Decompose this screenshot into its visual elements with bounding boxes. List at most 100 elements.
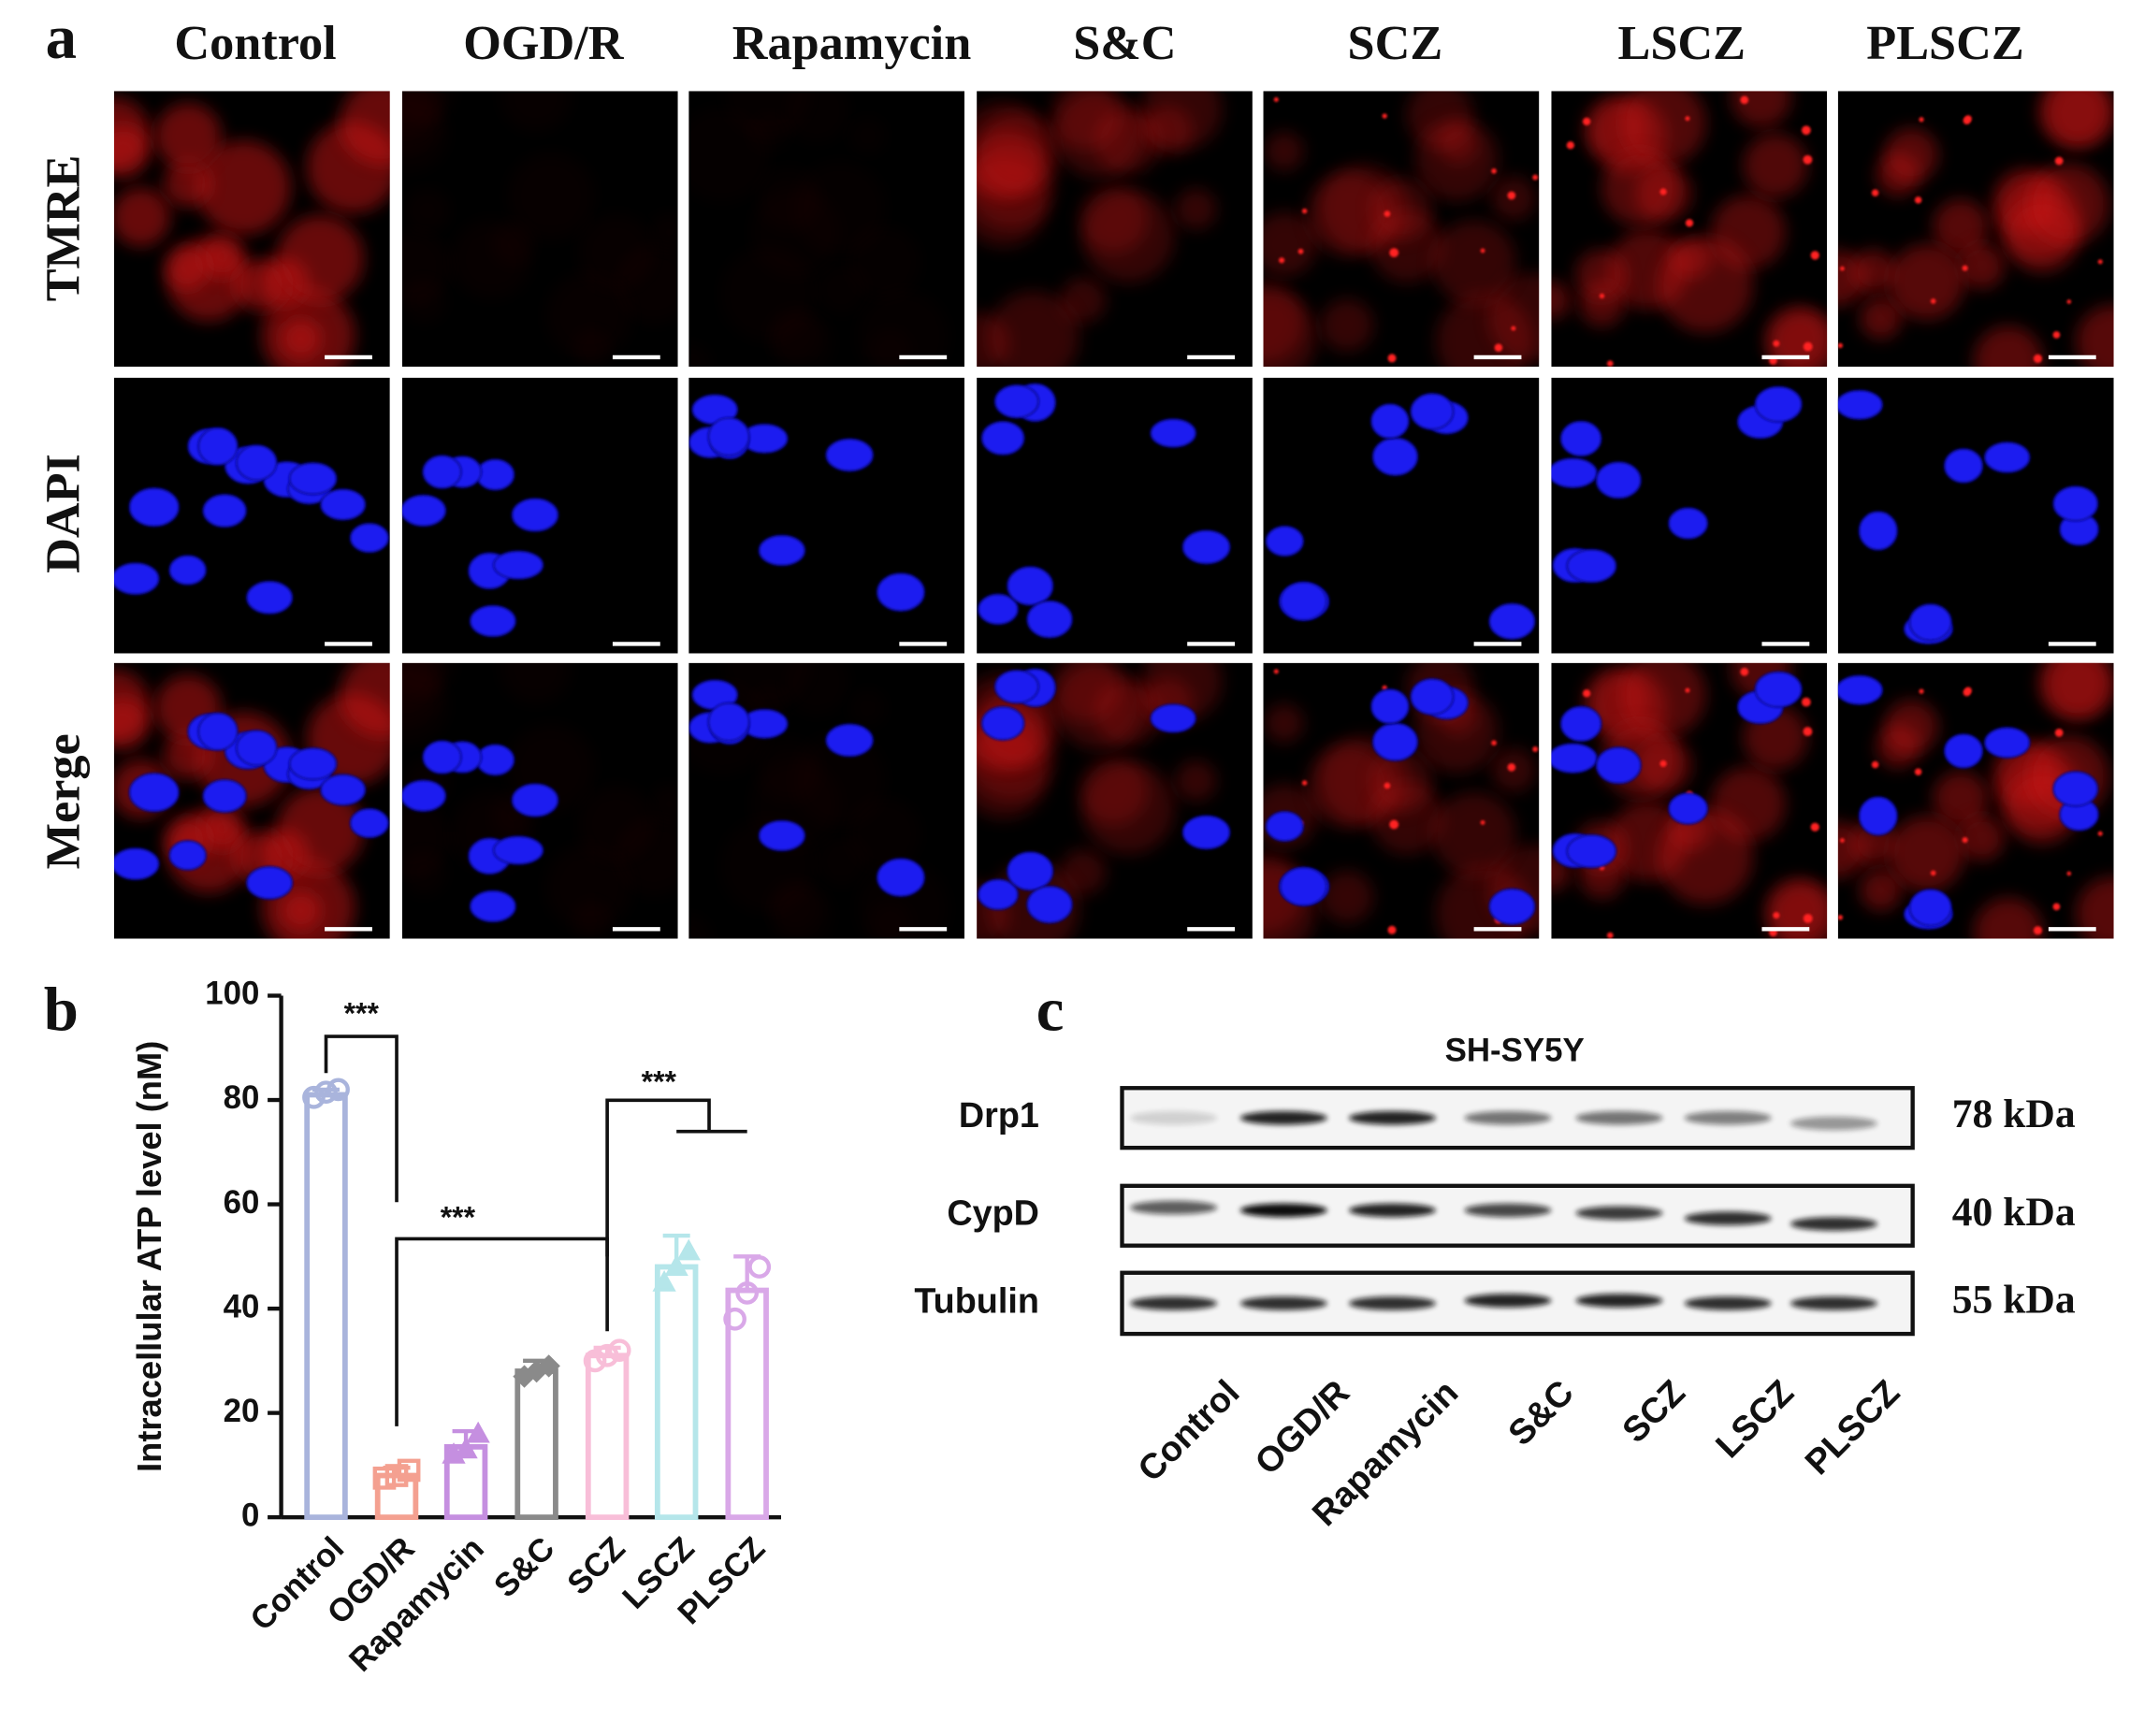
data-point [302, 1085, 326, 1109]
red-signal [1658, 237, 1754, 333]
nucleus [320, 488, 367, 521]
red-signal [1264, 131, 1304, 171]
red-dot [1480, 819, 1485, 825]
red-signal [451, 219, 531, 299]
micrograph [1263, 91, 1540, 368]
micrograph [1263, 377, 1540, 654]
red-signal [1743, 133, 1808, 198]
red-signal [1959, 243, 2005, 289]
red-dot [1685, 116, 1690, 122]
red-signal [2076, 876, 2114, 939]
red-signal [1370, 750, 1432, 813]
red-signal [1765, 877, 1828, 939]
y-tick-label: 80 [224, 1079, 260, 1116]
column-header: SCZ [1348, 16, 1443, 70]
nucleus [707, 416, 750, 457]
nucleus [2052, 485, 2099, 522]
nucleus [1943, 448, 1984, 484]
y-tick-label: 40 [224, 1288, 260, 1324]
blot-band [1789, 1116, 1877, 1131]
bar [585, 1353, 630, 1521]
image-background [688, 91, 965, 368]
micrograph [977, 91, 1253, 368]
red-dot [1964, 687, 1972, 695]
data-point [326, 1078, 350, 1102]
nucleus [1026, 600, 1073, 639]
data-point [652, 1270, 676, 1292]
data-point [537, 1354, 560, 1378]
red-dot [1801, 125, 1811, 136]
bar [514, 1368, 558, 1521]
y-tick-label: 60 [224, 1184, 260, 1221]
red-signal [792, 161, 886, 254]
micrograph [688, 377, 965, 654]
red-signal [977, 111, 1060, 195]
red-signal [199, 805, 245, 851]
data-point [723, 1307, 746, 1331]
nucleus [993, 383, 1040, 419]
nucleus [288, 462, 338, 496]
micrograph [1551, 91, 1828, 368]
data-point [314, 1080, 338, 1105]
red-dot [1837, 915, 1843, 920]
nucleus [1566, 833, 1617, 869]
data-point [397, 1458, 421, 1483]
micrograph [1551, 662, 1828, 939]
nucleus [197, 712, 239, 751]
nucleus [168, 840, 207, 871]
nucleus [168, 555, 207, 586]
red-dot [2054, 156, 2064, 166]
nucleus [511, 783, 559, 817]
panel-label: b [44, 976, 79, 1045]
red-signal [1551, 281, 1572, 320]
nucleus [235, 444, 278, 482]
red-signal [1320, 870, 1374, 924]
bar [654, 1264, 699, 1521]
nucleus [978, 593, 1019, 626]
nucleus [349, 522, 390, 554]
red-signal [1933, 198, 1989, 254]
red-signal [340, 91, 390, 166]
lane-label: S&C [1500, 1372, 1581, 1453]
red-dot [1803, 913, 1813, 923]
red-signal [1884, 700, 1938, 755]
nucleus [876, 572, 925, 613]
red-signal [500, 61, 572, 132]
column-header: S&C [1073, 16, 1176, 70]
red-dot [1384, 782, 1391, 789]
red-dot [1491, 168, 1497, 174]
nucleus [1837, 389, 1884, 420]
blot-band [1575, 1110, 1663, 1125]
red-dot [1511, 326, 1516, 331]
red-dot [1491, 740, 1497, 746]
micrograph [1837, 662, 2114, 939]
nucleus [1488, 888, 1536, 926]
red-signal [1889, 816, 1964, 892]
nucleus [1181, 529, 1231, 565]
red-signal [165, 245, 210, 290]
image-background [401, 91, 678, 368]
red-signal [649, 212, 688, 252]
nucleus [1908, 889, 1952, 927]
x-tick-label: Control [243, 1530, 351, 1638]
red-signal [280, 318, 322, 359]
nucleus [422, 455, 462, 489]
nucleus [1754, 385, 1803, 423]
y-axis-label: Intracellular ATP level (nM) [130, 1041, 168, 1472]
row-label: DAPI [36, 454, 91, 573]
significance-label: *** [441, 1201, 476, 1235]
red-signal [1933, 771, 1989, 827]
nucleus [1559, 420, 1602, 457]
nucleus [235, 730, 278, 767]
blot-band [1684, 1110, 1772, 1125]
nucleus [1265, 525, 1305, 557]
nucleus [1150, 703, 1196, 733]
nucleus [422, 740, 462, 774]
red-signal [1731, 91, 1791, 128]
blot-band [1349, 1110, 1436, 1125]
red-dot [1919, 688, 1924, 694]
red-signal [848, 117, 887, 155]
red-dot [1740, 667, 1749, 676]
blot-band [1575, 1206, 1663, 1221]
